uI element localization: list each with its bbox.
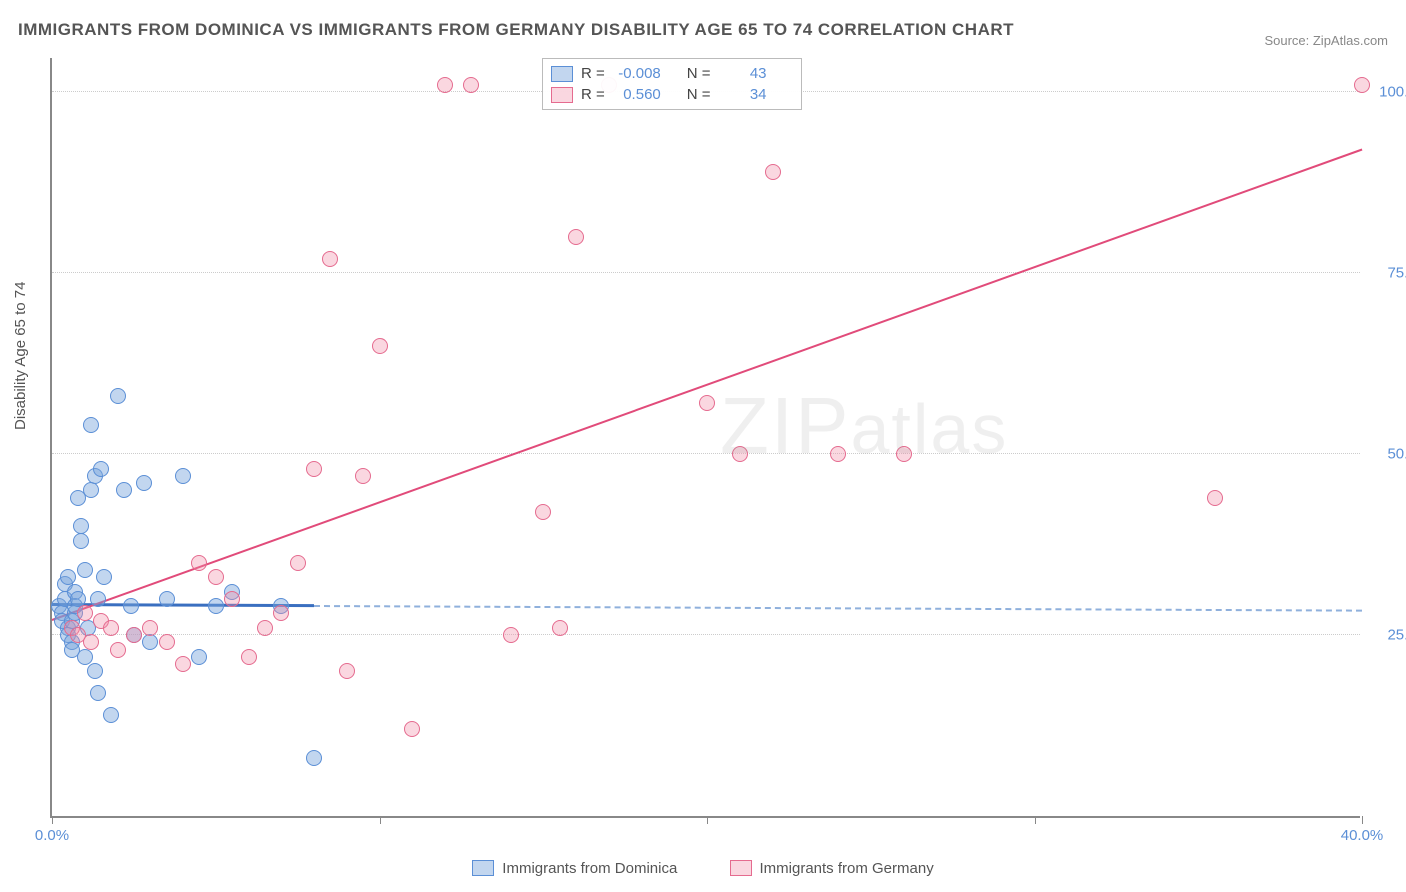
gridline xyxy=(52,272,1360,273)
data-point xyxy=(142,620,158,636)
data-point xyxy=(77,649,93,665)
data-point xyxy=(273,605,289,621)
legend-series: Immigrants from Dominica Immigrants from… xyxy=(0,860,1406,881)
legend-label: Immigrants from Germany xyxy=(760,860,934,877)
data-point xyxy=(116,482,132,498)
gridline xyxy=(52,453,1360,454)
swatch-blue-icon xyxy=(551,66,573,82)
data-point xyxy=(339,663,355,679)
r-label: R = xyxy=(581,86,605,103)
legend-row-blue: R = -0.008 N = 43 xyxy=(551,63,793,84)
n-label: N = xyxy=(687,65,711,82)
data-point xyxy=(123,598,139,614)
data-point xyxy=(77,562,93,578)
data-point xyxy=(83,482,99,498)
data-point xyxy=(290,555,306,571)
data-point xyxy=(208,598,224,614)
ytick-label: 75.0% xyxy=(1370,265,1406,282)
data-point xyxy=(552,620,568,636)
ytick-label: 50.0% xyxy=(1370,446,1406,463)
source-label: Source: ZipAtlas.com xyxy=(1264,33,1388,48)
data-point xyxy=(355,468,371,484)
data-point xyxy=(208,569,224,585)
data-point xyxy=(159,634,175,650)
data-point xyxy=(87,663,103,679)
xtick xyxy=(1035,816,1036,824)
data-point xyxy=(830,446,846,462)
data-point xyxy=(191,555,207,571)
data-point xyxy=(110,388,126,404)
data-point xyxy=(136,475,152,491)
r-value: 0.560 xyxy=(613,86,661,103)
swatch-blue-icon xyxy=(472,860,494,876)
data-point xyxy=(159,591,175,607)
n-label: N = xyxy=(687,86,711,103)
legend-row-pink: R = 0.560 N = 34 xyxy=(551,84,793,105)
r-value: -0.008 xyxy=(613,65,661,82)
ytick-label: 100.0% xyxy=(1370,84,1406,101)
legend-label: Immigrants from Dominica xyxy=(502,860,677,877)
data-point xyxy=(77,605,93,621)
data-point xyxy=(175,656,191,672)
data-point xyxy=(126,627,142,643)
chart-title: IMMIGRANTS FROM DOMINICA VS IMMIGRANTS F… xyxy=(18,20,1014,40)
data-point xyxy=(103,707,119,723)
xtick-label: 0.0% xyxy=(35,827,69,844)
data-point xyxy=(463,77,479,93)
data-point xyxy=(110,642,126,658)
swatch-pink-icon xyxy=(730,860,752,876)
gridline xyxy=(52,634,1360,635)
xtick xyxy=(52,816,53,824)
data-point xyxy=(568,229,584,245)
data-point xyxy=(96,569,112,585)
data-point xyxy=(306,750,322,766)
data-point xyxy=(372,338,388,354)
data-point xyxy=(1354,77,1370,93)
data-point xyxy=(73,533,89,549)
ytick-label: 25.0% xyxy=(1370,627,1406,644)
trend-line xyxy=(314,605,1362,612)
trend-line xyxy=(52,148,1363,620)
xtick-label: 40.0% xyxy=(1341,827,1384,844)
data-point xyxy=(83,417,99,433)
y-axis-label: Disability Age 65 to 74 xyxy=(12,282,29,430)
data-point xyxy=(224,591,240,607)
data-point xyxy=(93,461,109,477)
swatch-pink-icon xyxy=(551,87,573,103)
data-point xyxy=(103,620,119,636)
data-point xyxy=(896,446,912,462)
data-point xyxy=(175,468,191,484)
data-point xyxy=(404,721,420,737)
xtick xyxy=(1362,816,1363,824)
data-point xyxy=(90,591,106,607)
data-point xyxy=(73,518,89,534)
data-point xyxy=(142,634,158,650)
data-point xyxy=(732,446,748,462)
r-label: R = xyxy=(581,65,605,82)
legend-correlation: R = -0.008 N = 43 R = 0.560 N = 34 xyxy=(542,58,802,110)
chart-plot-area: R = -0.008 N = 43 R = 0.560 N = 34 25.0%… xyxy=(50,58,1360,818)
data-point xyxy=(699,395,715,411)
data-point xyxy=(503,627,519,643)
data-point xyxy=(257,620,273,636)
data-point xyxy=(83,634,99,650)
data-point xyxy=(765,164,781,180)
n-value: 43 xyxy=(719,65,767,82)
legend-item-germany: Immigrants from Germany xyxy=(730,860,934,877)
data-point xyxy=(322,251,338,267)
legend-item-dominica: Immigrants from Dominica xyxy=(472,860,677,877)
data-point xyxy=(90,685,106,701)
data-point xyxy=(1207,490,1223,506)
xtick xyxy=(707,816,708,824)
data-point xyxy=(306,461,322,477)
data-point xyxy=(191,649,207,665)
xtick xyxy=(380,816,381,824)
data-point xyxy=(535,504,551,520)
data-point xyxy=(437,77,453,93)
n-value: 34 xyxy=(719,86,767,103)
data-point xyxy=(241,649,257,665)
